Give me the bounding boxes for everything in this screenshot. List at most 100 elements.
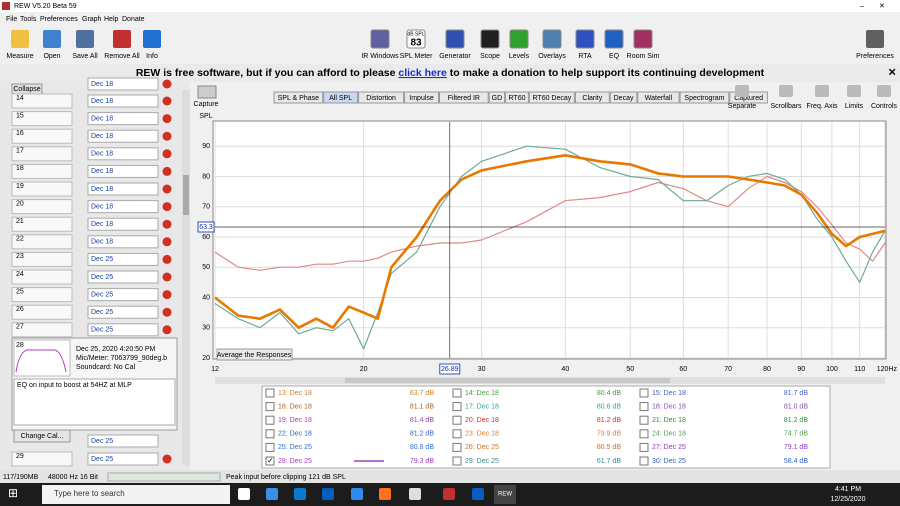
tool-label[interactable]: Remove All (104, 53, 140, 60)
tool-label[interactable]: EQ (609, 53, 620, 60)
tab-label[interactable]: Spectrogram (684, 95, 724, 102)
tool-icon[interactable] (113, 30, 131, 48)
average-label[interactable]: Average the Responses (217, 352, 292, 359)
delete-button[interactable] (162, 454, 172, 464)
delete-button[interactable] (162, 290, 172, 300)
legend-checkbox[interactable] (265, 415, 275, 425)
tab[interactable] (323, 91, 359, 104)
tab[interactable] (609, 91, 638, 104)
measurement-name[interactable]: Dec 18 (91, 81, 113, 88)
measurement-name[interactable]: Dec 25 (91, 327, 113, 334)
capture-icon[interactable] (197, 85, 217, 99)
tool-icon[interactable] (509, 29, 529, 49)
menu-item[interactable]: Preferences (40, 16, 78, 23)
tool-icon[interactable] (633, 29, 653, 49)
scroll-thumb[interactable] (183, 175, 189, 215)
tab[interactable] (273, 91, 324, 104)
measurement-name[interactable]: Dec 18 (91, 115, 113, 122)
tool-icon[interactable] (866, 30, 884, 48)
tab[interactable] (358, 91, 405, 104)
tab[interactable] (637, 91, 680, 104)
delete-button[interactable] (162, 202, 172, 212)
name-field[interactable] (87, 94, 159, 108)
tool-icon[interactable] (406, 29, 426, 49)
tool-label[interactable]: Open (43, 53, 60, 60)
legend-checkbox[interactable] (452, 388, 462, 398)
delete-button[interactable] (162, 272, 172, 282)
taskbar-icon[interactable] (472, 488, 484, 500)
delete-button[interactable] (162, 307, 172, 317)
tool-label[interactable]: Room Sim (627, 53, 660, 60)
taskbar-icon[interactable] (266, 488, 278, 500)
sidebar-scrollbar[interactable] (182, 90, 190, 465)
control-label[interactable]: Separate (728, 103, 757, 110)
tab-label[interactable]: Clarity (582, 95, 602, 102)
name-field[interactable] (87, 288, 159, 302)
tab[interactable] (488, 91, 506, 104)
taskbar-icon[interactable] (322, 488, 334, 500)
legend-checkbox[interactable] (639, 442, 649, 452)
active-app-label[interactable]: REW (498, 492, 512, 498)
name-field[interactable] (87, 77, 159, 91)
banner-close[interactable]: ✕ (888, 68, 896, 79)
tool-label[interactable]: Generator (439, 53, 471, 60)
name-field[interactable] (87, 129, 159, 143)
tool-label[interactable]: IR Windows (361, 53, 399, 60)
tool-icon[interactable] (143, 30, 161, 48)
tool-label[interactable]: Preferences (856, 53, 894, 60)
tab-label[interactable]: SPL & Phase (278, 95, 319, 102)
tool-label[interactable]: Levels (509, 53, 530, 60)
tab-label[interactable]: Captured (734, 95, 763, 102)
search-box[interactable] (42, 485, 230, 504)
menu-item[interactable]: Graph (82, 16, 102, 23)
tab[interactable] (679, 91, 730, 104)
measurement-name[interactable]: Dec 25 (91, 256, 113, 263)
legend-checkbox[interactable] (265, 429, 275, 439)
legend-checkbox[interactable] (639, 415, 649, 425)
tab-label[interactable]: Filtered IR (448, 95, 480, 102)
legend-checkbox[interactable] (452, 402, 462, 412)
tool-icon[interactable] (43, 30, 61, 48)
control-icon[interactable] (847, 85, 861, 97)
measurement-name[interactable]: Dec 25 (91, 456, 113, 463)
measurement-name[interactable]: Dec 18 (91, 151, 113, 158)
control-label[interactable]: Controls (871, 103, 898, 110)
tab-label[interactable]: Decay (614, 95, 634, 102)
delete-button[interactable] (162, 237, 172, 247)
name-field[interactable] (87, 164, 159, 178)
menu-item[interactable]: Donate (122, 16, 145, 23)
tool-label[interactable]: Save All (72, 53, 98, 60)
legend-checkbox[interactable] (639, 456, 649, 466)
measurement-name[interactable]: Dec 18 (91, 186, 113, 193)
taskbar-icon[interactable] (409, 488, 421, 500)
change-cal-button[interactable] (13, 429, 71, 443)
average-button[interactable] (216, 348, 293, 361)
close[interactable]: ✕ (879, 3, 885, 10)
legend-checkbox[interactable] (265, 388, 275, 398)
tool-label[interactable]: Info (146, 53, 158, 60)
name-field[interactable] (87, 252, 159, 266)
tab-label[interactable]: RT60 (509, 95, 526, 102)
tab[interactable] (505, 91, 529, 104)
tab[interactable] (574, 91, 610, 104)
taskbar-icon[interactable] (238, 488, 250, 500)
tool-label[interactable]: Overlays (538, 53, 566, 60)
tool-label[interactable]: Scope (480, 53, 500, 60)
name-field[interactable] (87, 270, 159, 284)
measurement-name[interactable]: Dec 18 (91, 133, 113, 140)
tool-icon[interactable] (11, 30, 29, 48)
tool-icon[interactable] (542, 29, 562, 49)
delete-button[interactable] (162, 131, 172, 141)
measurement-name[interactable]: Dec 25 (91, 291, 113, 298)
legend-checkbox[interactable] (452, 429, 462, 439)
control-icon[interactable] (779, 85, 793, 97)
delete-button[interactable] (162, 184, 172, 194)
delete-button[interactable] (162, 79, 172, 89)
tab[interactable] (528, 91, 575, 104)
tool-icon[interactable] (604, 29, 624, 49)
legend-checkbox[interactable] (265, 456, 275, 466)
legend-checkbox[interactable] (265, 442, 275, 452)
menu-item[interactable]: Help (104, 16, 119, 23)
name-field[interactable] (87, 182, 159, 196)
tab-label[interactable]: Impulse (409, 95, 434, 102)
